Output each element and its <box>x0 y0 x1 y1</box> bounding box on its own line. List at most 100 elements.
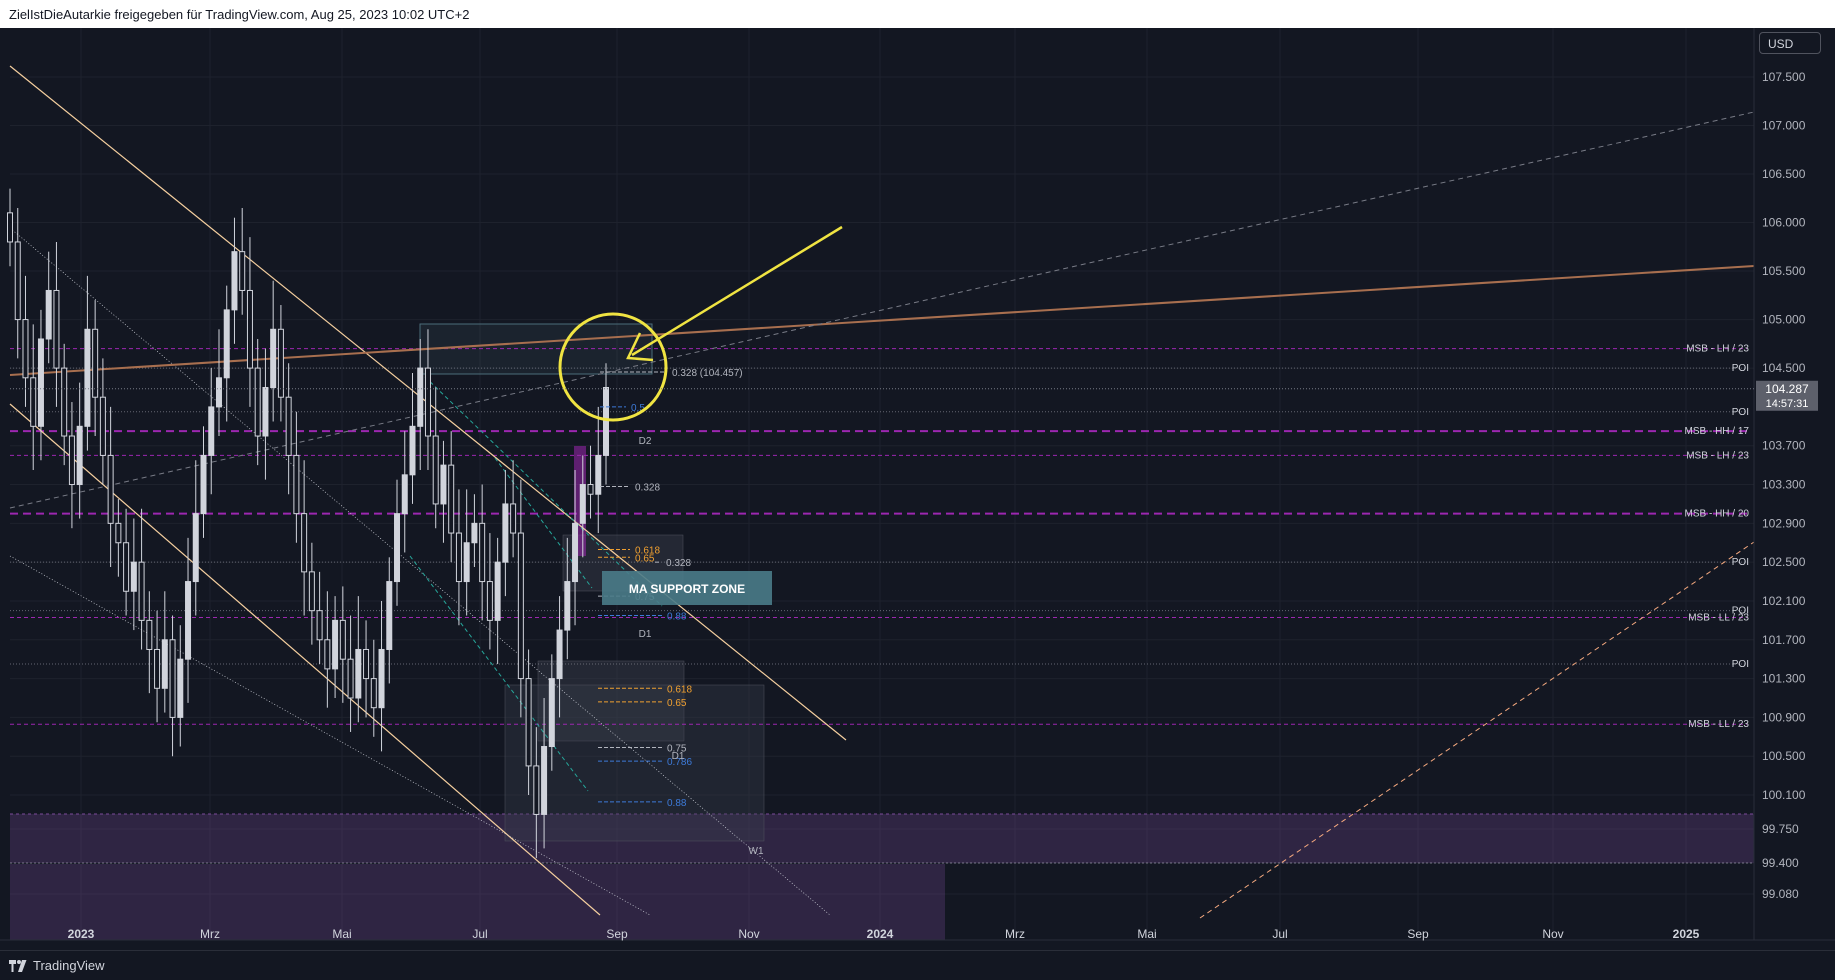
level-label: MSB - HH / 17 <box>1685 426 1750 437</box>
dashed-trend-gray <box>9 111 1755 509</box>
x-tick-label: Mai <box>332 927 351 941</box>
share-header: ZielIstDieAutarkie freigegeben für Tradi… <box>0 0 1835 28</box>
candle <box>378 600 385 752</box>
candle <box>548 654 555 771</box>
zone-label: D1 <box>672 751 685 762</box>
ma-support-zone-box <box>602 571 772 605</box>
candle <box>30 324 37 470</box>
candle <box>37 309 44 461</box>
candle <box>68 402 75 529</box>
fib-label: 0.88 <box>667 612 687 623</box>
long-trendline-brown <box>9 265 1755 376</box>
level-label: MSB - LL / 23 <box>1688 719 1749 730</box>
candle <box>154 610 161 723</box>
candle <box>215 329 222 437</box>
dashed-trend-orange <box>1199 541 1755 919</box>
x-tick-label: Nov <box>1542 927 1563 941</box>
last-price-tag: 104.287 14:57:31 <box>1756 380 1818 411</box>
candle <box>185 537 192 703</box>
candle <box>525 649 532 796</box>
candle <box>386 557 393 684</box>
channel-inner-dotted <box>9 555 651 916</box>
candle <box>502 469 509 597</box>
candle <box>486 533 493 650</box>
x-tick-label: Mai <box>1137 927 1156 941</box>
price-chart[interactable]: MSB - LH / 23 POI POI MSB - HH / 17 MSB - LH… <box>0 28 1835 950</box>
candle <box>161 591 168 713</box>
candle <box>347 615 354 732</box>
candle <box>363 620 370 718</box>
candle <box>579 455 586 558</box>
fib-label: 0.75 <box>667 743 687 754</box>
candle <box>355 596 362 723</box>
candle <box>394 479 401 606</box>
y-tick-label: 104.500 <box>1762 361 1806 375</box>
candle <box>200 426 207 538</box>
candle <box>301 460 308 616</box>
y-tick-label: 99.750 <box>1762 822 1799 836</box>
fib-label: 0.618 <box>667 684 692 695</box>
brand-name: TradingView <box>33 958 105 973</box>
fib-label: 0.65 <box>667 698 687 709</box>
candle <box>479 484 486 621</box>
candle <box>564 537 571 660</box>
y-tick-label: 101.300 <box>1762 672 1806 686</box>
candle <box>84 275 91 451</box>
candle <box>332 596 339 698</box>
x-tick-label: 2024 <box>867 927 894 941</box>
candle <box>471 494 478 568</box>
fib-label: 0.786 <box>667 757 692 768</box>
x-tick-label: Mrz <box>200 927 220 941</box>
chart-area[interactable]: MSB - LH / 23 POI POI MSB - HH / 17 MSB - LH… <box>0 28 1835 950</box>
candle <box>285 363 292 495</box>
candle <box>556 596 563 718</box>
x-tick-label: Sep <box>1407 927 1429 941</box>
x-tick-label: Mrz <box>1005 927 1025 941</box>
brand[interactable]: TradingView <box>9 958 105 973</box>
last-price-countdown: 14:57:31 <box>1766 398 1809 410</box>
candle <box>76 382 83 519</box>
fib-label: 0.328 <box>635 482 660 493</box>
level-label: POI <box>1732 407 1749 418</box>
arrow-head <box>626 332 654 362</box>
y-tick-label: 107.000 <box>1762 119 1806 133</box>
candle <box>463 489 470 616</box>
candle <box>595 406 602 534</box>
footer: TradingView <box>0 950 1835 980</box>
y-tick-label: 100.900 <box>1762 710 1806 724</box>
y-tick-label: 105.500 <box>1762 264 1806 278</box>
teal-dashed-2 <box>409 555 589 792</box>
fib-label: 0.5 <box>631 403 645 414</box>
candle <box>308 542 315 645</box>
candle <box>61 343 68 466</box>
candle <box>208 368 215 495</box>
candle <box>270 280 277 422</box>
level-label: MSB - LL / 23 <box>1688 612 1749 623</box>
annotations: MA SUPPORT ZONE <box>558 225 843 605</box>
candle <box>146 591 153 694</box>
level-label: MSB - LH / 23 <box>1686 344 1749 355</box>
candle <box>254 338 261 466</box>
y-tick-label: 102.900 <box>1762 516 1806 530</box>
currency-selector[interactable]: USD <box>1759 32 1821 54</box>
candle <box>115 499 122 577</box>
candle <box>541 697 548 849</box>
fib-levels: 0.328 (104.457)0.50.3280.6180.650.3280.7… <box>598 368 764 857</box>
fib-label: 0.328 <box>666 558 691 569</box>
zone-box-w1 <box>504 684 765 842</box>
candle <box>293 411 300 543</box>
arrow-shaft <box>631 225 843 357</box>
candle <box>424 329 431 470</box>
candle <box>324 591 331 708</box>
candle <box>455 489 462 626</box>
fib-label: 0.65 <box>635 553 655 564</box>
highlight-circle <box>558 312 668 422</box>
tradingview-logo-icon <box>9 959 27 972</box>
candle <box>316 571 323 665</box>
y-tick-label: 103.300 <box>1762 478 1806 492</box>
candle <box>53 241 60 407</box>
zone-label: D1 <box>639 629 652 640</box>
candle <box>239 207 246 315</box>
level-label: POI <box>1732 659 1749 670</box>
level-label: MSB - LH / 23 <box>1686 450 1749 461</box>
